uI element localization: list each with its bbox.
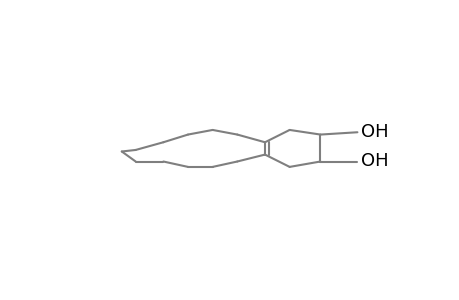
Text: OH: OH xyxy=(360,152,388,170)
Text: OH: OH xyxy=(360,123,388,141)
